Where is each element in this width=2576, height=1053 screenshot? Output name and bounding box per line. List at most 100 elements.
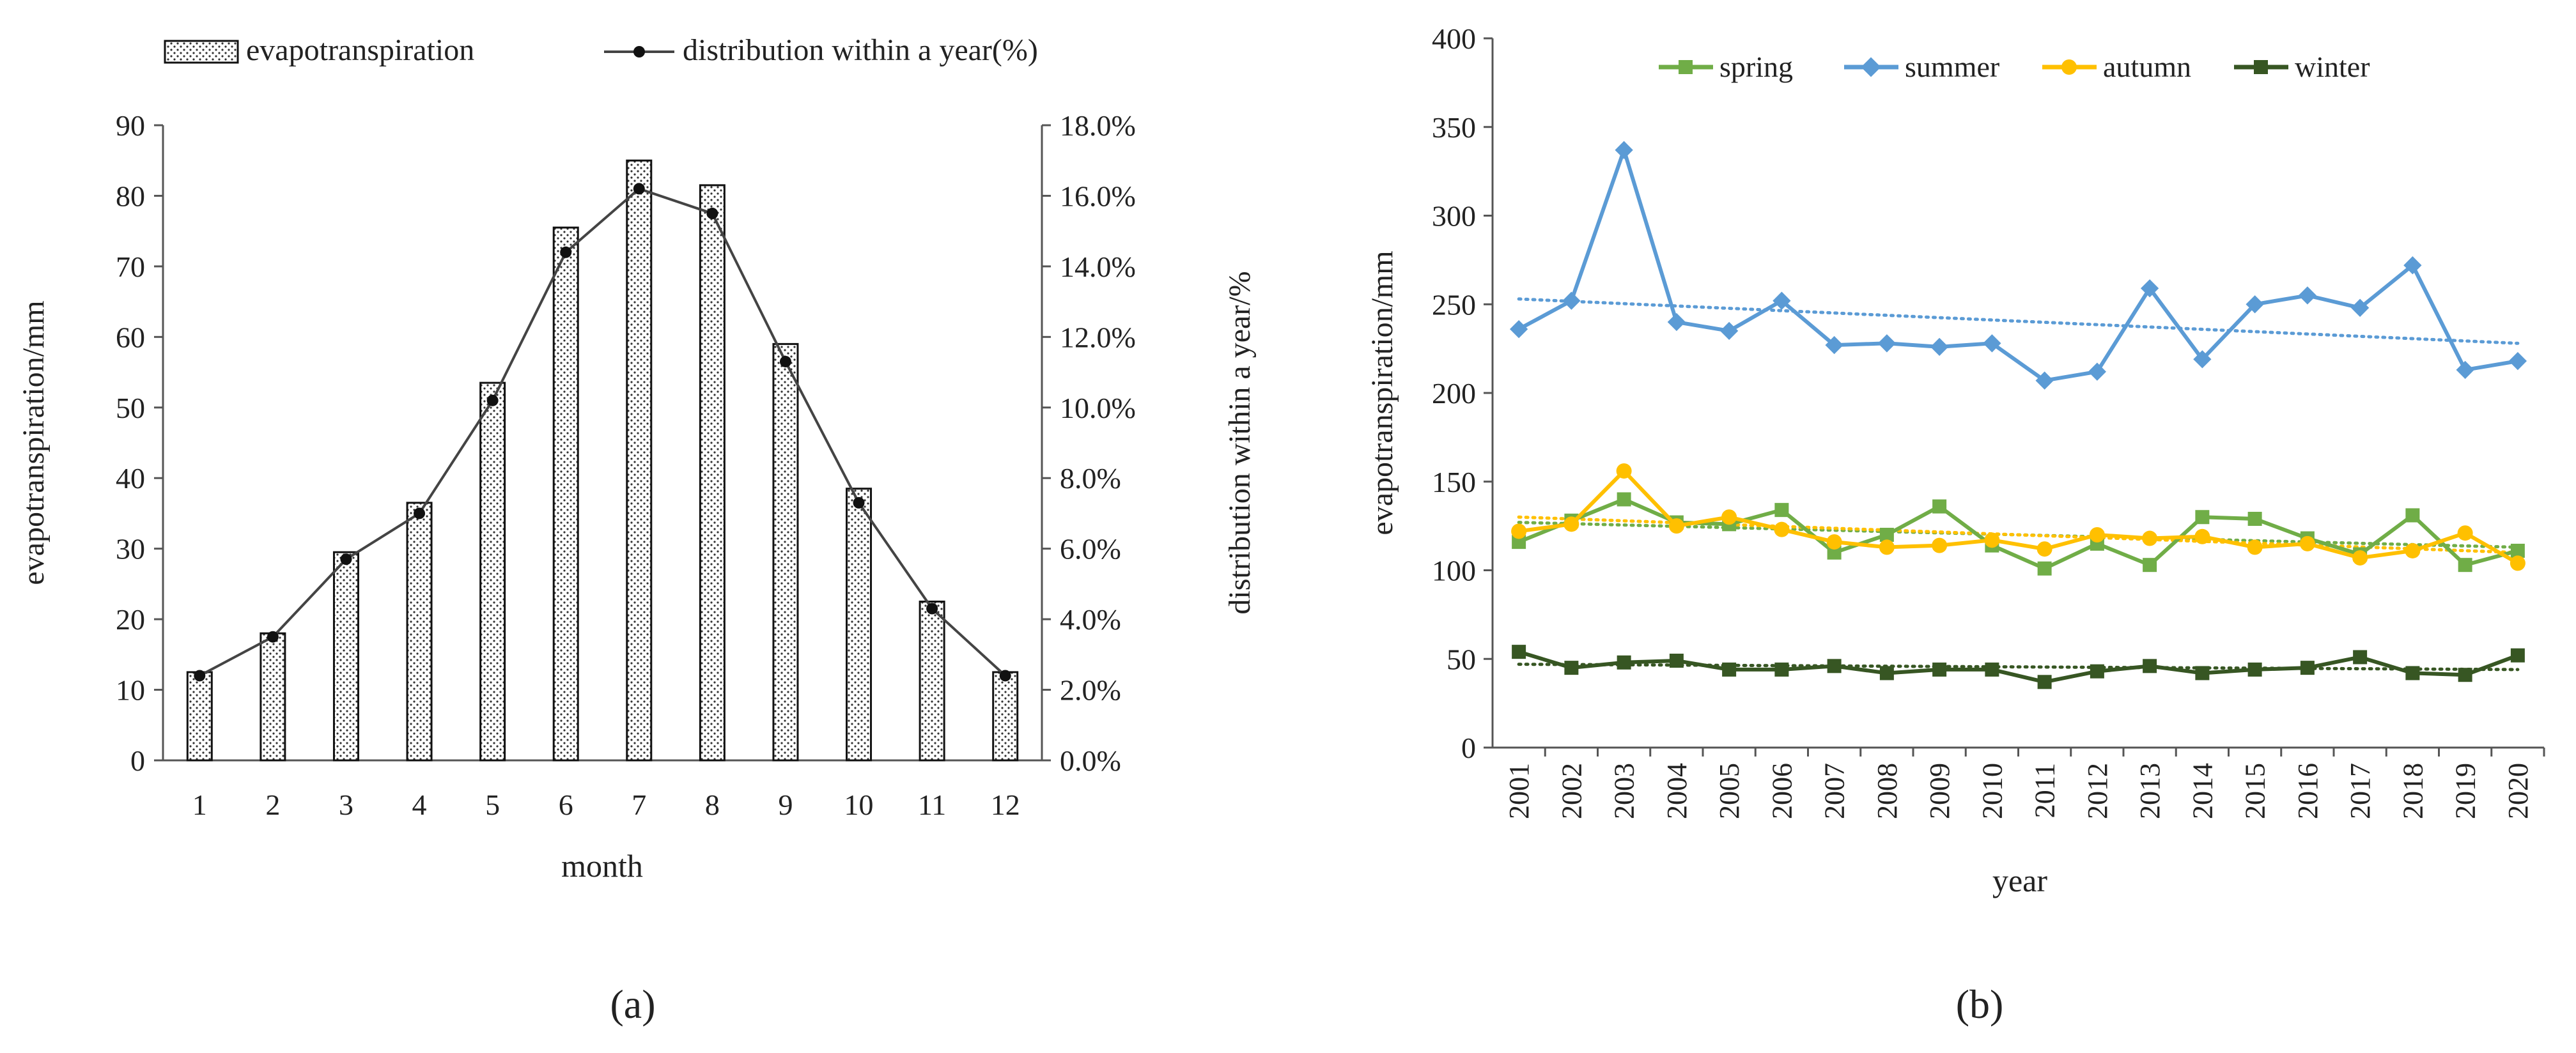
y-ticks-left-a: 0 10 20 30 40 50 60 70 80 90 [116, 109, 163, 777]
y2-tick-label: 10.0% [1060, 392, 1136, 424]
point-spring [1879, 528, 1894, 542]
point-spring [2247, 512, 2262, 526]
panel-label-a: (a) [610, 981, 655, 1027]
point-summer [2193, 350, 2212, 369]
point-winter [2037, 675, 2052, 689]
point-summer [1562, 291, 1581, 310]
point-autumn [1563, 516, 1579, 532]
point-summer [1983, 334, 2001, 353]
x-tick-label: 2014 [2187, 763, 2218, 819]
bar [772, 342, 799, 762]
point-winter [1722, 662, 1737, 677]
x-tick-label: 2008 [1872, 763, 1903, 819]
x-ticks-a: 1 2 3 4 5 6 7 8 9 10 11 12 [192, 788, 1020, 821]
distribution-point [779, 355, 791, 367]
trendline-summer [1517, 297, 2520, 345]
x-tick-label: 1 [192, 788, 207, 821]
point-summer [1877, 334, 1897, 353]
distribution-point [194, 670, 206, 682]
point-autumn [1984, 532, 2000, 548]
legend-bar-swatch [164, 40, 239, 64]
point-winter [2405, 666, 2420, 680]
point-winter [1512, 645, 1526, 659]
y-tick-label: 10 [116, 674, 145, 707]
point-summer [1719, 321, 1739, 341]
x-tick-label: 2016 [2292, 763, 2324, 819]
point-winter [2300, 661, 2315, 675]
point-autumn [2194, 528, 2210, 544]
x-tick-label: 2006 [1766, 763, 1797, 819]
distribution-line-a [194, 183, 1011, 682]
point-autumn [2405, 542, 2421, 558]
panel-label-b: (b) [1956, 981, 2004, 1027]
point-spring [2195, 510, 2210, 525]
y-axis-title-a: evapotranspiration/mm [17, 300, 50, 585]
bar [919, 601, 945, 762]
x-tick-label: 7 [632, 788, 646, 821]
legend-b: spring summer autumn winter [1659, 50, 2370, 83]
series-summer [1509, 141, 2527, 390]
y2-axis-title-a: distribution within a year/% [1223, 271, 1257, 614]
series-line-summer [1517, 144, 2518, 383]
point-summer [2035, 371, 2054, 390]
x-tick-label: 11 [918, 788, 946, 821]
point-summer [1930, 337, 1949, 356]
distribution-point [560, 246, 572, 258]
x-tick-label: 2018 [2397, 763, 2428, 819]
distribution-point [853, 496, 865, 509]
bar [479, 381, 506, 762]
point-winter [2143, 659, 2157, 673]
bar [260, 632, 286, 762]
y-tick-label: 300 [1432, 200, 1476, 233]
x-tick-label: 9 [778, 788, 793, 821]
legend-a: evapotranspiration distribution within a… [164, 33, 1038, 67]
y2-tick-label: 16.0% [1060, 180, 1136, 212]
point-autumn [1774, 521, 1790, 537]
bar [846, 488, 873, 762]
point-summer [2298, 286, 2317, 305]
distribution-point [706, 208, 718, 220]
distribution-point [414, 507, 426, 519]
x-tick-label: 2013 [2134, 763, 2166, 819]
legend-label-summer: summer [1905, 50, 1999, 83]
y2-tick-label: 0.0% [1060, 744, 1121, 777]
y-tick-label: 200 [1432, 377, 1476, 410]
distribution-point [999, 670, 1011, 682]
y-tick-label: 50 [116, 392, 145, 424]
point-autumn [2457, 525, 2473, 541]
point-spring [2458, 558, 2472, 573]
point-winter [1932, 662, 1947, 677]
point-autumn [2247, 539, 2263, 555]
x-ticks-b: 2001 2002 2003 2004 2005 2006 2007 2008 2009 2010… [1503, 748, 2545, 819]
point-spring [2037, 561, 2052, 576]
point-winter [1985, 662, 1999, 677]
y-tick-label: 40 [116, 462, 145, 495]
point-spring [2405, 508, 2420, 523]
y-tick-label: 90 [116, 109, 145, 142]
point-autumn [2142, 530, 2158, 546]
point-autumn [2037, 541, 2052, 557]
x-tick-label: 10 [844, 788, 874, 821]
point-summer [2403, 256, 2422, 275]
point-autumn [1721, 509, 1737, 525]
y-ticks-right-a: 0.0% 2.0% 4.0% 6.0% 8.0% 10.0% 12.0% 14.0% 16.0%… [1042, 109, 1136, 777]
x-tick-label: 2011 [2029, 763, 2061, 818]
point-spring [2510, 543, 2525, 558]
point-spring [1827, 545, 1842, 560]
point-autumn [2089, 527, 2105, 542]
series-autumn [1511, 463, 2526, 571]
bar [626, 159, 653, 762]
x-tick-label: 2019 [2450, 763, 2481, 819]
y2-tick-label: 14.0% [1060, 250, 1136, 283]
point-summer [2088, 362, 2107, 381]
y-tick-label: 60 [116, 321, 145, 353]
x-tick-label: 3 [339, 788, 353, 821]
x-tick-label: 2012 [2082, 763, 2113, 819]
y-tick-label: 30 [116, 533, 145, 565]
point-winter [2458, 668, 2472, 682]
x-tick-label: 12 [991, 788, 1020, 821]
point-winter [2510, 648, 2525, 663]
legend-label-autumn: autumn [2103, 50, 2191, 83]
y2-tick-label: 18.0% [1060, 109, 1136, 142]
